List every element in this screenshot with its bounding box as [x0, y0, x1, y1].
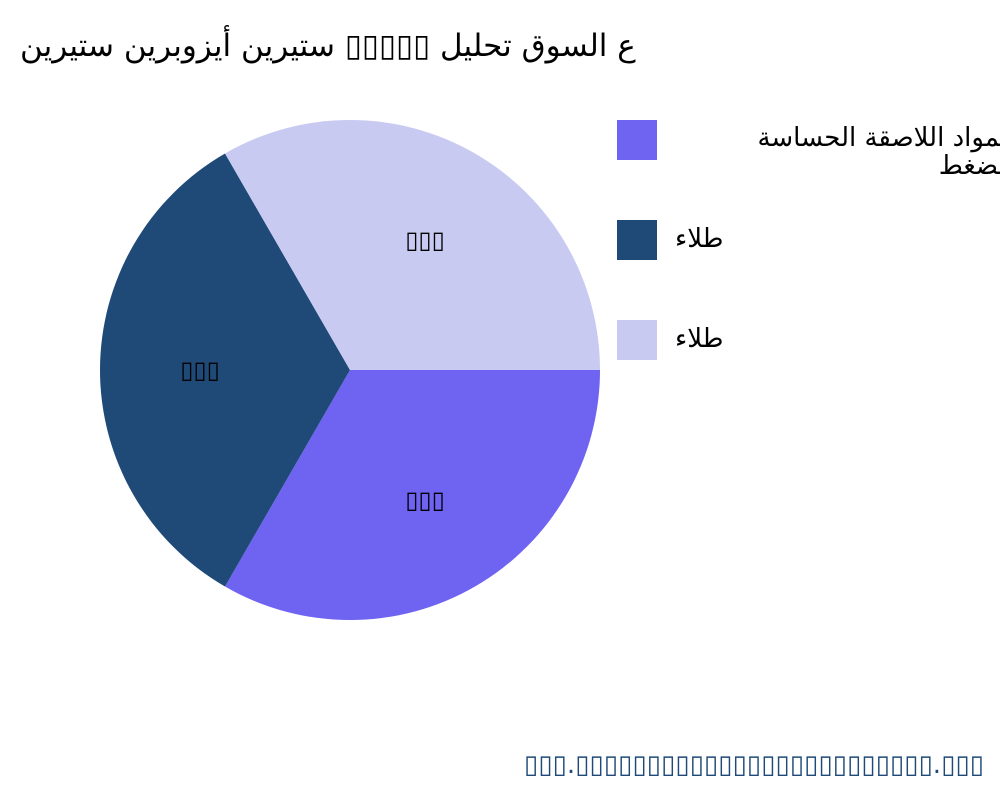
pie-data-label-0: ▯▯▯	[405, 486, 445, 514]
footer-watermark: ▯▯▯.▯▯▯▯▯▯▯▯▯▯▯▯▯▯▯▯▯▯▯▯▯▯▯▯▯.▯▯▯	[523, 750, 984, 780]
legend-swatch-0	[617, 120, 657, 160]
pie-slice-0	[225, 370, 600, 620]
legend-item-1: طلاء	[617, 220, 723, 260]
legend-swatch-1	[617, 220, 657, 260]
pie-data-label-1: ▯▯▯	[180, 356, 220, 384]
legend-label-1: طلاء	[675, 224, 724, 254]
legend-item-0: المواد اللاصقة الحساسة للضغط	[617, 120, 1000, 180]
pie-slice-2	[225, 119, 600, 370]
pie-data-label-2: ▯▯▯	[405, 226, 445, 254]
legend-item-2: طلاء	[617, 320, 723, 360]
legend-label-0: المواد اللاصقة الحساسة للضغط	[757, 123, 1000, 181]
legend-swatch-2	[617, 320, 657, 360]
legend-label-2: طلاء	[675, 324, 724, 354]
chart-title: ع السوق تحليل ▯▯▯▯▯ ستيرين أيزوبرين ستير…	[20, 28, 636, 64]
